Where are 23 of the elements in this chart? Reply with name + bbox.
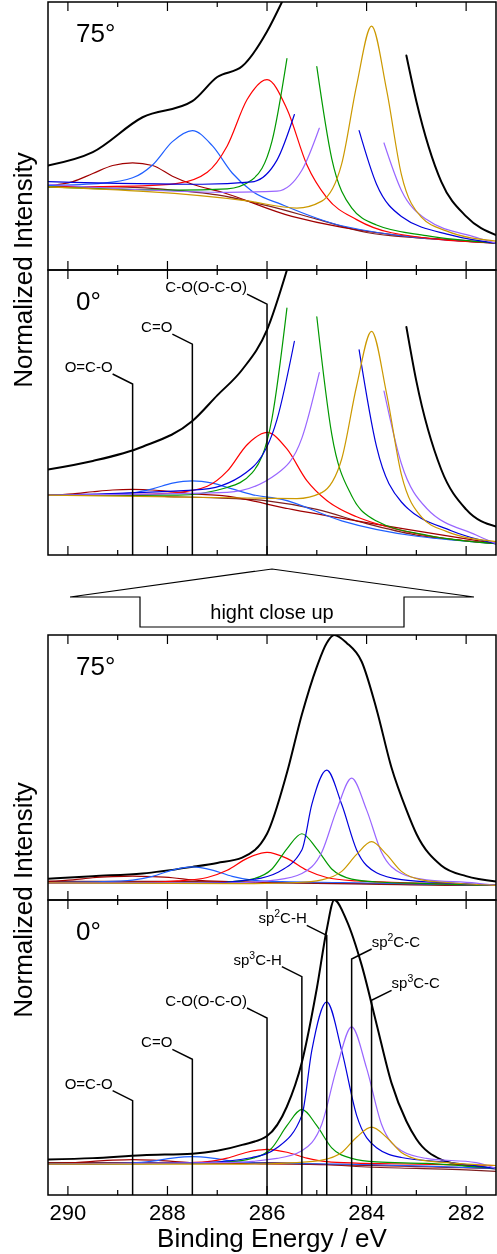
legend-label: C-O(O-C-O) bbox=[165, 278, 248, 296]
ref-line-label: C=O bbox=[141, 318, 173, 336]
ref-line-label: sp$^{3}$C-C bbox=[391, 972, 441, 992]
ref-line-label: O=C-O bbox=[64, 1074, 113, 1092]
x-tick-label: 286 bbox=[248, 1200, 286, 1225]
annotation: 0° bbox=[76, 916, 101, 946]
x-tick-label: 290 bbox=[49, 1200, 87, 1225]
y-axis-title: Normalized Intensity bbox=[8, 782, 38, 1018]
ref-line-label: O=C-O bbox=[64, 358, 113, 375]
ref-line-label: C=O bbox=[141, 1033, 173, 1051]
ref-line-label: sp$^{3}$C-H bbox=[233, 948, 282, 968]
annotation: 75° bbox=[76, 651, 116, 681]
annotation: 75° bbox=[76, 18, 116, 48]
chart-subtitle: hight close up bbox=[210, 601, 334, 623]
annotation: 0° bbox=[76, 286, 101, 316]
x-axis-title: Binding Energy / eV bbox=[157, 1223, 388, 1253]
x-tick-label: 288 bbox=[149, 1200, 186, 1225]
y-axis-title: Normalized Intensity bbox=[8, 152, 38, 388]
x-tick-label: 282 bbox=[447, 1200, 485, 1225]
x-tick-label: 284 bbox=[348, 1200, 385, 1225]
legend-label: sp$^{2}$C-H bbox=[258, 907, 307, 927]
ref-line-label: sp$^{2}$C-C bbox=[371, 931, 421, 950]
ref-line-label: C-O(O-C-O) bbox=[165, 992, 248, 1009]
